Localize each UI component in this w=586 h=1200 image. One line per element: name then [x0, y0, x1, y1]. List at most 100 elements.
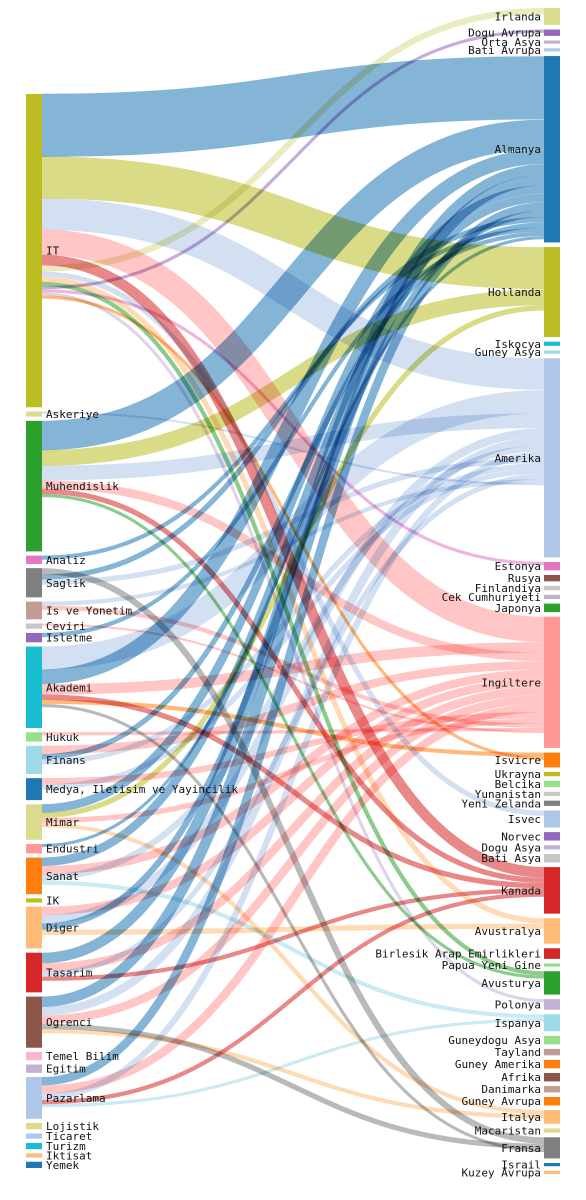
target-label-avusturya: Avusturya	[481, 977, 541, 990]
link-endustri-to-almanya	[41, 236, 545, 848]
target-node-orta-asya[interactable]	[544, 40, 560, 44]
link-it-to-hollanda	[41, 156, 545, 290]
target-node-fransa[interactable]	[544, 1137, 560, 1159]
link-it-to-dogu-avrupa	[41, 29, 545, 290]
source-node-saglik[interactable]	[26, 568, 42, 598]
source-node-diger[interactable]	[26, 906, 42, 949]
target-node-isvec[interactable]	[544, 810, 560, 828]
label-layer: IT Askeriye Muhendislik Analiz Saglik Is ve Y…	[46, 10, 541, 1179]
target-node-macaristan[interactable]	[544, 1128, 560, 1133]
source-label-ceviri: Ceviri	[46, 620, 86, 633]
target-node-ispanya[interactable]	[544, 1014, 560, 1032]
source-node-pazarlama[interactable]	[26, 1077, 42, 1119]
source-node-yemek[interactable]	[26, 1161, 42, 1168]
source-node-lojistik[interactable]	[26, 1123, 42, 1130]
target-node-avustralya[interactable]	[544, 918, 560, 944]
target-node-dogu-asya[interactable]	[544, 845, 560, 850]
link-akademi-to-isvicre	[41, 699, 545, 757]
source-node-iktisat[interactable]	[26, 1153, 42, 1158]
target-node-hollanda[interactable]	[544, 247, 560, 338]
target-node-dogu-avrupa[interactable]	[544, 29, 560, 36]
target-node-guney-asya[interactable]	[544, 350, 560, 354]
target-node-yeni-zelanda[interactable]	[544, 800, 560, 806]
link-sanat-to-ispanya	[41, 880, 545, 1019]
source-node-muhendislik[interactable]	[26, 420, 42, 552]
target-node-ukrayna[interactable]	[544, 772, 560, 777]
source-node-endustri[interactable]	[26, 844, 42, 854]
source-node-finans[interactable]	[26, 745, 42, 774]
target-label-guney-asya: Guney Asya	[475, 346, 541, 359]
target-node-estonya[interactable]	[544, 561, 560, 571]
source-label-ticaret: Ticaret	[46, 1130, 92, 1143]
source-node-askeriye[interactable]	[26, 411, 42, 417]
link-mimar-to-almanya	[41, 185, 545, 813]
target-node-belcika[interactable]	[544, 780, 560, 788]
link-analiz-to-almanya	[41, 227, 545, 560]
link-saglik-to-amerika	[41, 457, 545, 585]
target-node-almanya[interactable]	[544, 56, 560, 243]
target-label-kuzey-avrupa: Kuzey Avrupa	[462, 1166, 541, 1179]
target-node-iskocya[interactable]	[544, 341, 560, 346]
target-label-belcika: Belcika	[495, 778, 541, 791]
target-node-afrika[interactable]	[544, 1072, 560, 1082]
source-node-is-ve-yonetim[interactable]	[26, 601, 42, 620]
target-node-rusya[interactable]	[544, 575, 560, 582]
target-node-kuzey-avrupa[interactable]	[544, 1170, 560, 1174]
target-node-isvicre[interactable]	[544, 752, 560, 768]
target-node-danimarka[interactable]	[544, 1086, 560, 1093]
target-node-guney-avrupa[interactable]	[544, 1096, 560, 1106]
target-node-kanada[interactable]	[544, 867, 560, 914]
source-label-muhendislik: Muhendislik	[46, 480, 119, 493]
source-node-ogrenci[interactable]	[26, 996, 42, 1048]
target-node-tayland[interactable]	[544, 1048, 560, 1056]
source-node-ticaret[interactable]	[26, 1133, 42, 1139]
source-node-ik[interactable]	[26, 898, 42, 903]
target-label-dogu-avrupa: Dogu Avrupa	[468, 27, 541, 40]
source-node-tasarim[interactable]	[26, 952, 42, 993]
target-node-israil[interactable]	[544, 1163, 560, 1167]
source-label-akademi: Akademi	[46, 681, 92, 694]
target-node-cek-cumhuriyeti[interactable]	[544, 594, 560, 600]
target-label-bati-avrupa: Bati Avrupa	[468, 44, 541, 57]
target-node-birlesik-arap-emirlikleri[interactable]	[544, 948, 560, 959]
target-node-guneydogu-asya[interactable]	[544, 1035, 560, 1045]
target-label-orta-asya: Orta Asya	[481, 36, 541, 49]
target-node-japonya[interactable]	[544, 603, 560, 613]
source-label-medya-iletisim-ve-yayincilik: Medya, Iletisim ve Yayincilik	[46, 783, 238, 796]
target-node-avusturya[interactable]	[544, 971, 560, 995]
target-node-bati-avrupa[interactable]	[544, 48, 560, 52]
target-node-guney-amerika[interactable]	[544, 1059, 560, 1069]
target-label-rusya: Rusya	[508, 572, 541, 585]
source-node-turizm[interactable]	[26, 1142, 42, 1150]
target-node-ingiltere[interactable]	[544, 616, 560, 748]
target-label-guney-amerika: Guney Amerika	[455, 1058, 541, 1071]
source-node-ceviri[interactable]	[26, 623, 42, 629]
source-node-sanat[interactable]	[26, 857, 42, 895]
source-node-akademi[interactable]	[26, 646, 42, 728]
target-node-papua-yeni-gine[interactable]	[544, 963, 560, 967]
link-muhendislik-to-amerika	[41, 413, 545, 481]
source-node-analiz[interactable]	[26, 555, 42, 564]
link-diger-to-ingiltere	[41, 678, 545, 916]
source-node-temel-bilim[interactable]	[26, 1051, 42, 1061]
target-node-yunanistan[interactable]	[544, 791, 560, 797]
source-node-it[interactable]	[26, 94, 42, 408]
source-node-mimar[interactable]	[26, 804, 42, 840]
source-node-egitim[interactable]	[26, 1064, 42, 1073]
target-node-bati-asya[interactable]	[544, 854, 560, 863]
target-label-guney-avrupa: Guney Avrupa	[462, 1095, 541, 1108]
target-node-polonya[interactable]	[544, 999, 560, 1010]
source-label-yemek: Yemek	[46, 1159, 79, 1172]
source-node-isletme[interactable]	[26, 632, 42, 643]
link-muhendislik-to-hollanda	[41, 289, 545, 466]
target-node-finlandiya[interactable]	[544, 585, 560, 591]
target-node-norvec[interactable]	[544, 832, 560, 841]
target-node-amerika[interactable]	[544, 358, 560, 558]
target-node-irlanda[interactable]	[544, 8, 560, 25]
source-node-medya-iletisim-ve-yayincilik[interactable]	[26, 778, 42, 801]
source-label-analiz: Analiz	[46, 554, 86, 567]
target-node-italya[interactable]	[544, 1110, 560, 1124]
source-node-hukuk[interactable]	[26, 732, 42, 742]
link-hukuk-to-ingiltere	[41, 727, 545, 736]
link-muhendislik-to-almanya	[41, 119, 545, 451]
